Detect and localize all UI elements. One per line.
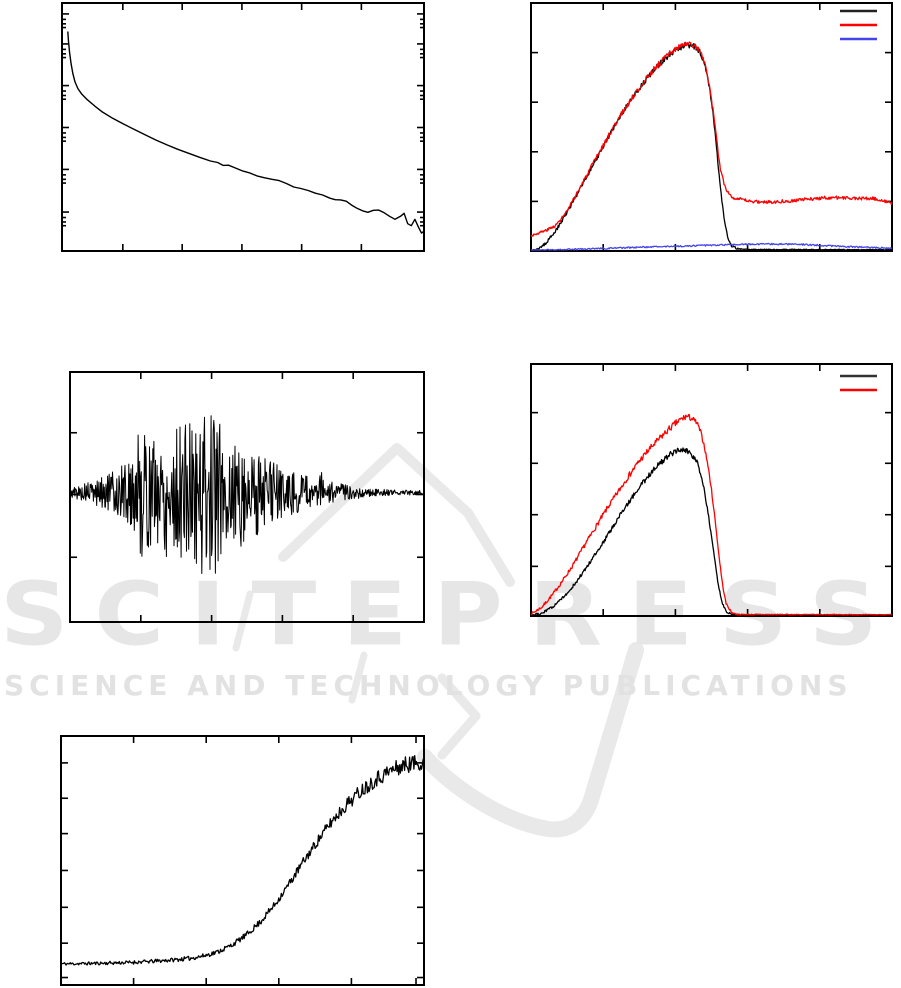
series-black-curve xyxy=(531,447,893,616)
series-noisy-sigmoid xyxy=(60,755,425,966)
peaks-top-right-svg xyxy=(530,2,893,252)
axis-ticks xyxy=(62,3,424,251)
axis-ticks xyxy=(61,736,424,985)
peaks-mid-right-svg xyxy=(530,363,893,617)
plot-border xyxy=(530,2,893,252)
watermark-subtitle: SCIENCE AND TECHNOLOGY PUBLICATIONS xyxy=(4,669,853,702)
legend xyxy=(840,9,877,41)
logo-slash-center xyxy=(348,651,368,704)
chart-peaks-mid-right xyxy=(530,363,893,617)
logo-chevron xyxy=(437,673,481,760)
plot-border xyxy=(60,735,425,986)
plot-border xyxy=(530,363,893,617)
chart-waveform-mid-left xyxy=(69,371,425,623)
plot-border xyxy=(69,371,425,623)
chart-spectrum-top-left xyxy=(61,2,425,252)
series-red-curve xyxy=(530,413,893,616)
legend xyxy=(840,374,877,392)
axis-ticks xyxy=(531,3,892,251)
sigmoid-bottom-left-svg xyxy=(60,735,425,986)
spectrum-top-left-svg xyxy=(61,2,425,252)
logo-mountain-line xyxy=(278,443,515,587)
chart-peaks-top-right xyxy=(530,2,893,252)
logo-swoosh-checkmark xyxy=(417,642,644,838)
series-red-curve xyxy=(530,41,893,238)
series-seismogram-waveform xyxy=(69,415,425,574)
axis-ticks xyxy=(70,372,424,622)
plot-border xyxy=(61,2,425,252)
series-blue-curve xyxy=(530,242,893,251)
chart-sigmoid-bottom-left xyxy=(60,735,425,986)
series-black-curve xyxy=(531,41,892,251)
series-decaying-spectrum xyxy=(67,31,425,234)
waveform-mid-left-svg xyxy=(69,371,425,623)
